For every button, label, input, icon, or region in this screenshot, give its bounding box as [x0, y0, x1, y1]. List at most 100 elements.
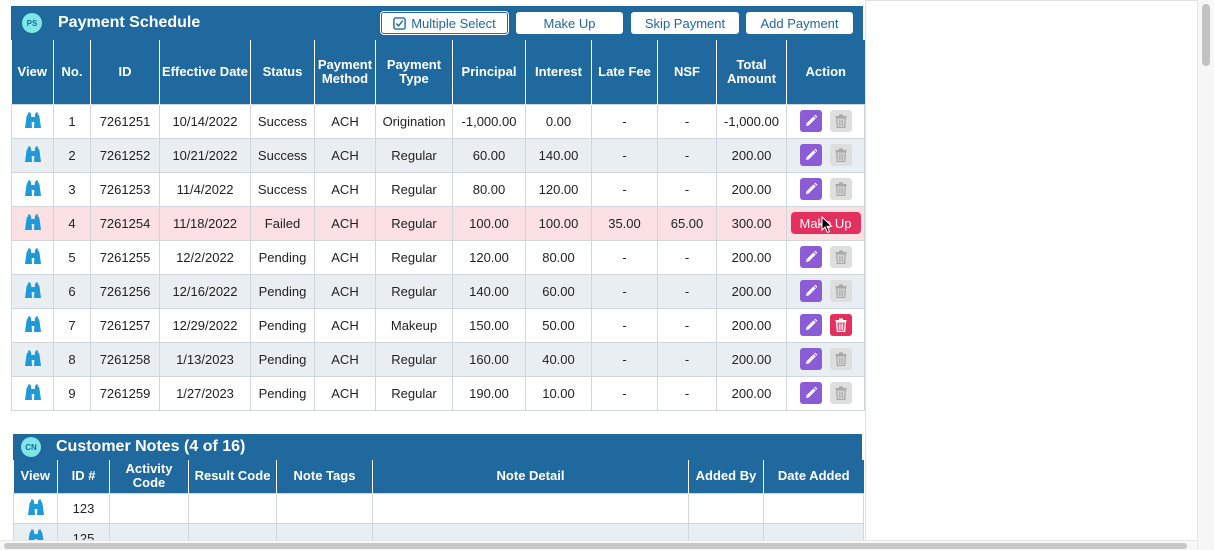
view-cell[interactable] [11, 273, 54, 309]
cell-total: 200.00 [716, 239, 787, 275]
cell-status: Success [250, 103, 315, 139]
cell-date: 12/29/2022 [159, 307, 251, 343]
cell-interest: 100.00 [525, 205, 592, 241]
notes-empty-cell [688, 492, 764, 524]
cell-total: 200.00 [716, 307, 787, 343]
col-header-effective-date: Effective Date [159, 40, 251, 104]
view-cell[interactable] [11, 171, 54, 207]
cell-late-fee: - [591, 171, 658, 207]
cell-total: 200.00 [716, 341, 787, 377]
edit-button[interactable] [799, 314, 822, 336]
cell-no: 8 [53, 341, 91, 377]
cell-type: Regular [375, 205, 453, 241]
cell-late-fee: - [591, 103, 658, 139]
cell-method: ACH [314, 205, 376, 241]
binoculars-icon [24, 146, 41, 162]
cell-type: Regular [375, 375, 453, 411]
view-cell[interactable] [11, 205, 54, 241]
cell-date: 10/21/2022 [159, 137, 251, 173]
table-row: 5 7261255 12/2/2022 Pending ACH Regular 120.00… [11, 239, 865, 275]
trash-icon [835, 318, 846, 332]
delete-button [829, 110, 852, 132]
delete-button [829, 178, 852, 200]
cell-nsf: - [657, 341, 717, 377]
notes-col-header-view: View [13, 460, 58, 493]
cell-type: Regular [375, 341, 453, 377]
cell-date: 11/18/2022 [159, 205, 251, 241]
view-cell[interactable] [11, 103, 54, 139]
notes-view-cell[interactable] [13, 492, 58, 524]
cell-interest: 10.00 [525, 375, 592, 411]
col-header-id: ID [90, 40, 160, 104]
cell-nsf: - [657, 171, 717, 207]
delete-button[interactable] [829, 314, 852, 336]
payment-schedule-header-row: View No. ID Effective Date Status Payment Met… [11, 40, 865, 104]
payment-schedule-badge: PS [22, 13, 42, 33]
notes-col-header-result-code: Result Code [188, 460, 277, 493]
row-make-up-button[interactable]: Make Up [790, 212, 861, 234]
edit-button[interactable] [799, 382, 822, 404]
cell-type: Makeup [375, 307, 453, 343]
pencil-icon [805, 114, 817, 126]
pencil-icon [805, 352, 817, 364]
cell-method: ACH [314, 239, 376, 275]
cell-no: 6 [53, 273, 91, 309]
customer-notes-header-row: View ID # Activity Code Result Code Note Tag… [13, 460, 864, 493]
multiple-select-button[interactable]: Multiple Select [381, 12, 508, 34]
col-header-interest: Interest [525, 40, 592, 104]
cell-nsf: - [657, 307, 717, 343]
cell-no: 5 [53, 239, 91, 275]
binoculars-icon [27, 499, 44, 515]
add-payment-button[interactable]: Add Payment [746, 12, 853, 34]
edit-button[interactable] [799, 110, 822, 132]
horizontal-scrollbar[interactable] [0, 540, 1197, 550]
cell-no: 1 [53, 103, 91, 139]
cell-method: ACH [314, 375, 376, 411]
cell-interest: 40.00 [525, 341, 592, 377]
notes-col-header-note-tags: Note Tags [276, 460, 373, 493]
view-cell[interactable] [11, 307, 54, 343]
vertical-scrollbar[interactable] [1197, 0, 1214, 550]
cell-id: 7261254 [90, 205, 160, 241]
col-header-total-amount: Total Amount [716, 40, 787, 104]
binoculars-icon [24, 214, 41, 230]
multiple-select-label: Multiple Select [411, 15, 496, 31]
mouse-pointer-icon [821, 216, 833, 234]
table-row: 2 7261252 10/21/2022 Success ACH Regular 60.00… [11, 137, 865, 173]
edit-button[interactable] [799, 280, 822, 302]
cell-no: 3 [53, 171, 91, 207]
edit-button[interactable] [799, 178, 822, 200]
cell-method: ACH [314, 137, 376, 173]
make-up-button[interactable]: Make Up [516, 12, 623, 34]
view-cell[interactable] [11, 341, 54, 377]
cell-nsf: - [657, 375, 717, 411]
view-cell[interactable] [11, 375, 54, 411]
cell-nsf: - [657, 137, 717, 173]
skip-payment-button[interactable]: Skip Payment [631, 12, 739, 34]
cell-principal: 150.00 [452, 307, 526, 343]
cell-principal: 60.00 [452, 137, 526, 173]
cell-status: Success [250, 137, 315, 173]
view-cell[interactable] [11, 137, 54, 173]
cell-interest: 120.00 [525, 171, 592, 207]
view-cell[interactable] [11, 239, 54, 275]
customer-notes-badge: CN [21, 437, 41, 457]
cell-late-fee: - [591, 273, 658, 309]
horizontal-scrollbar-thumb[interactable] [4, 543, 1187, 549]
vertical-scrollbar-thumb[interactable] [1202, 4, 1210, 66]
binoculars-icon [24, 248, 41, 264]
cell-id: 7261259 [90, 375, 160, 411]
table-row: 1 7261251 10/14/2022 Success ACH Origination -… [11, 103, 865, 139]
cell-late-fee: 35.00 [591, 205, 658, 241]
edit-button[interactable] [799, 144, 822, 166]
cell-id: 7261258 [90, 341, 160, 377]
trash-icon [835, 182, 846, 196]
cell-date: 1/27/2023 [159, 375, 251, 411]
edit-button[interactable] [799, 348, 822, 370]
binoculars-icon [24, 384, 41, 400]
edit-button[interactable] [799, 246, 822, 268]
cell-nsf: - [657, 273, 717, 309]
cell-principal: 140.00 [452, 273, 526, 309]
cell-id: 7261251 [90, 103, 160, 139]
